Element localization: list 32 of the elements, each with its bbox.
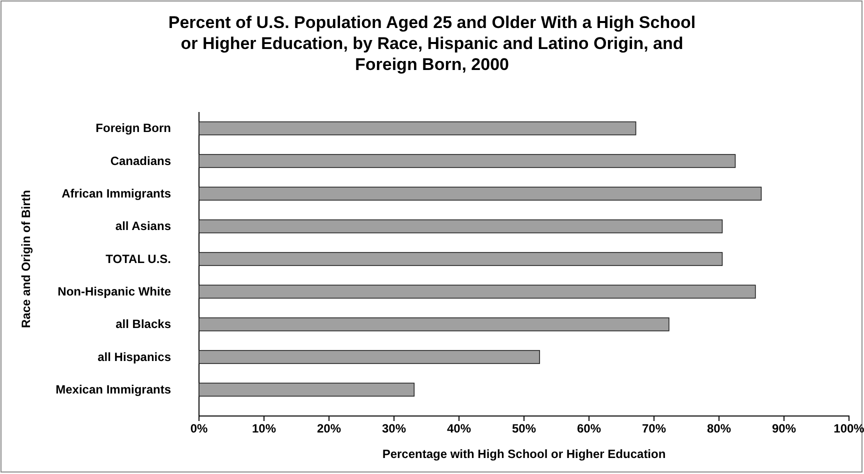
y-tick-label: Non-Hispanic White <box>58 284 172 299</box>
bar <box>198 154 736 168</box>
x-tick-label: 50% <box>512 422 536 436</box>
y-tick-label: Mexican Immigrants <box>56 382 172 397</box>
x-tick-label: 70% <box>642 422 666 436</box>
x-tick-label: 90% <box>772 422 796 436</box>
bar <box>198 186 762 201</box>
x-tick-label: 60% <box>576 422 602 436</box>
x-tick-label: 30% <box>382 422 406 436</box>
bar <box>198 121 636 136</box>
bar <box>198 284 756 299</box>
y-tick-label: African Immigrants <box>62 186 172 201</box>
x-tick-label: 80% <box>706 422 732 436</box>
x-tick-label: 100% <box>834 422 864 436</box>
bar <box>198 350 540 364</box>
bar <box>198 382 415 397</box>
chart-title: Percent of U.S. Population Aged 25 and Older With a High School or Higher Education, by Race, Hispanic and Latino Origin, and Foreign Born, 2000 <box>168 13 696 74</box>
y-axis-title: Race and Origin of Birth <box>19 190 33 328</box>
y-tick-label: all Blacks <box>116 317 172 332</box>
x-tick-label: 10% <box>252 422 276 436</box>
x-axis-title: Percentage with High School or Higher Education <box>382 447 666 461</box>
y-tick-label: all Hispanics <box>98 350 172 364</box>
y-tick-label: Foreign Born <box>96 121 171 136</box>
y-tick-label: Canadians <box>110 154 172 168</box>
x-tick-label: 20% <box>316 422 342 436</box>
x-tick-label: 40% <box>446 422 472 436</box>
bar <box>198 252 723 266</box>
y-tick-label: all Asians <box>115 219 172 234</box>
bar <box>198 317 670 332</box>
bar <box>198 219 723 234</box>
x-tick-label: 0% <box>190 422 208 436</box>
y-tick-label: TOTAL U.S. <box>106 252 171 266</box>
